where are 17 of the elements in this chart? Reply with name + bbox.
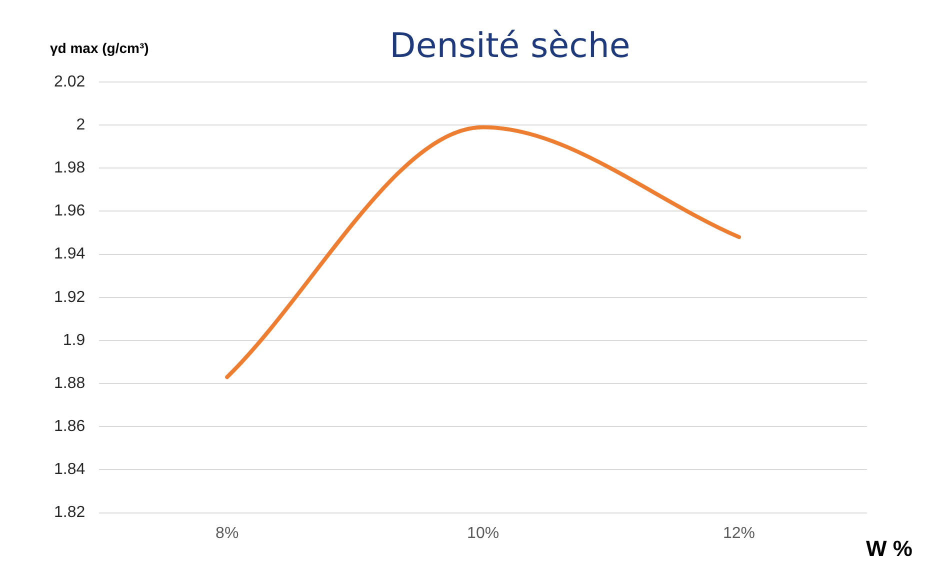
chart-title: Densité sèche: [390, 26, 630, 66]
y-tick-label: 1.94: [54, 246, 86, 263]
y-tick-label: 1.88: [54, 374, 86, 392]
y-tick-label: 1.86: [54, 418, 86, 436]
y-tick-label: 1.82: [54, 504, 86, 522]
y-tick-label: 1.9: [62, 332, 86, 349]
x-tick-label: 10%: [467, 524, 500, 542]
y-tick-label: 1.98: [54, 160, 86, 177]
y-tick-label: 1.96: [54, 202, 86, 220]
x-tick-label: 12%: [723, 524, 756, 542]
y-tick-label: 2: [76, 116, 86, 134]
x-axis-title: W %: [866, 536, 912, 562]
y-axis-title: γd max (g/cm³): [50, 40, 149, 56]
y-tick-label: 2.02: [54, 73, 86, 90]
x-tick-label: 8%: [216, 524, 239, 542]
y-tick-label: 1.92: [54, 288, 86, 306]
y-tick-label: 1.84: [54, 461, 86, 478]
